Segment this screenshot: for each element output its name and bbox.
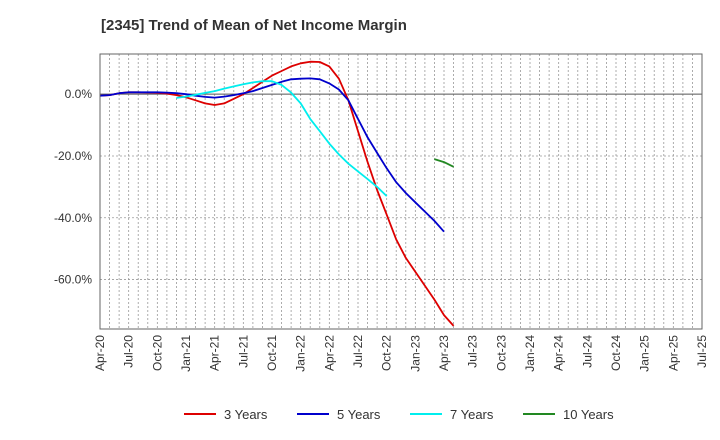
x-axis-ticks: Apr-20 Jul-20 Oct-20 Jan-21 Apr-21 Jul-21 Oct-… bbox=[93, 335, 709, 372]
x-tick-label: Jan-24 bbox=[523, 335, 537, 372]
x-tick-label: Jan-21 bbox=[179, 335, 193, 372]
chart-title: [2345] Trend of Mean of Net Income Margi… bbox=[101, 17, 407, 34]
y-tick-label: -40.0% bbox=[54, 211, 92, 225]
x-tick-label: Oct-24 bbox=[609, 335, 623, 371]
x-tick-label: Jul-22 bbox=[351, 335, 365, 368]
x-tick-label: Jul-21 bbox=[236, 335, 250, 368]
y-tick-label: -60.0% bbox=[54, 273, 92, 287]
series-line-10-years bbox=[434, 158, 454, 168]
y-tick-label: 0.0% bbox=[65, 87, 93, 101]
plot-border bbox=[99, 53, 703, 330]
x-tick-label: Jul-24 bbox=[580, 335, 594, 368]
x-tick-label: Oct-22 bbox=[380, 335, 394, 371]
series-line-7-years bbox=[176, 80, 388, 197]
x-tick-label: Apr-24 bbox=[552, 335, 566, 371]
x-tick-label: Jan-23 bbox=[408, 335, 422, 372]
x-tick-label: Jan-25 bbox=[638, 335, 652, 372]
x-tick-label: Jul-20 bbox=[122, 335, 136, 368]
x-tick-label: Jul-23 bbox=[466, 335, 480, 368]
x-tick-label: Jul-25 bbox=[695, 335, 709, 368]
x-tick-label: Oct-23 bbox=[494, 335, 508, 371]
legend-label-5-years: 5 Years bbox=[337, 407, 381, 422]
x-tick-label: Apr-22 bbox=[322, 335, 336, 371]
legend-label-10-years: 10 Years bbox=[563, 407, 614, 422]
series-group bbox=[99, 60, 455, 327]
x-tick-label: Apr-23 bbox=[437, 335, 451, 371]
y-tick-label: -20.0% bbox=[54, 149, 92, 163]
series-line-5-years bbox=[99, 77, 445, 233]
x-tick-label: Oct-21 bbox=[265, 335, 279, 371]
x-tick-label: Apr-25 bbox=[666, 335, 680, 371]
x-tick-label: Jan-22 bbox=[294, 335, 308, 372]
grid bbox=[100, 54, 702, 329]
y-axis-ticks: 0.0% -20.0% -40.0% -60.0% bbox=[54, 87, 92, 286]
x-tick-label: Apr-20 bbox=[93, 335, 107, 371]
plot-area bbox=[100, 54, 702, 329]
x-tick-label: Apr-21 bbox=[208, 335, 222, 371]
legend: 3 Years 5 Years 7 Years 10 Years bbox=[184, 407, 614, 422]
legend-label-7-years: 7 Years bbox=[450, 407, 494, 422]
x-tick-label: Oct-20 bbox=[150, 335, 164, 371]
legend-label-3-years: 3 Years bbox=[224, 407, 268, 422]
